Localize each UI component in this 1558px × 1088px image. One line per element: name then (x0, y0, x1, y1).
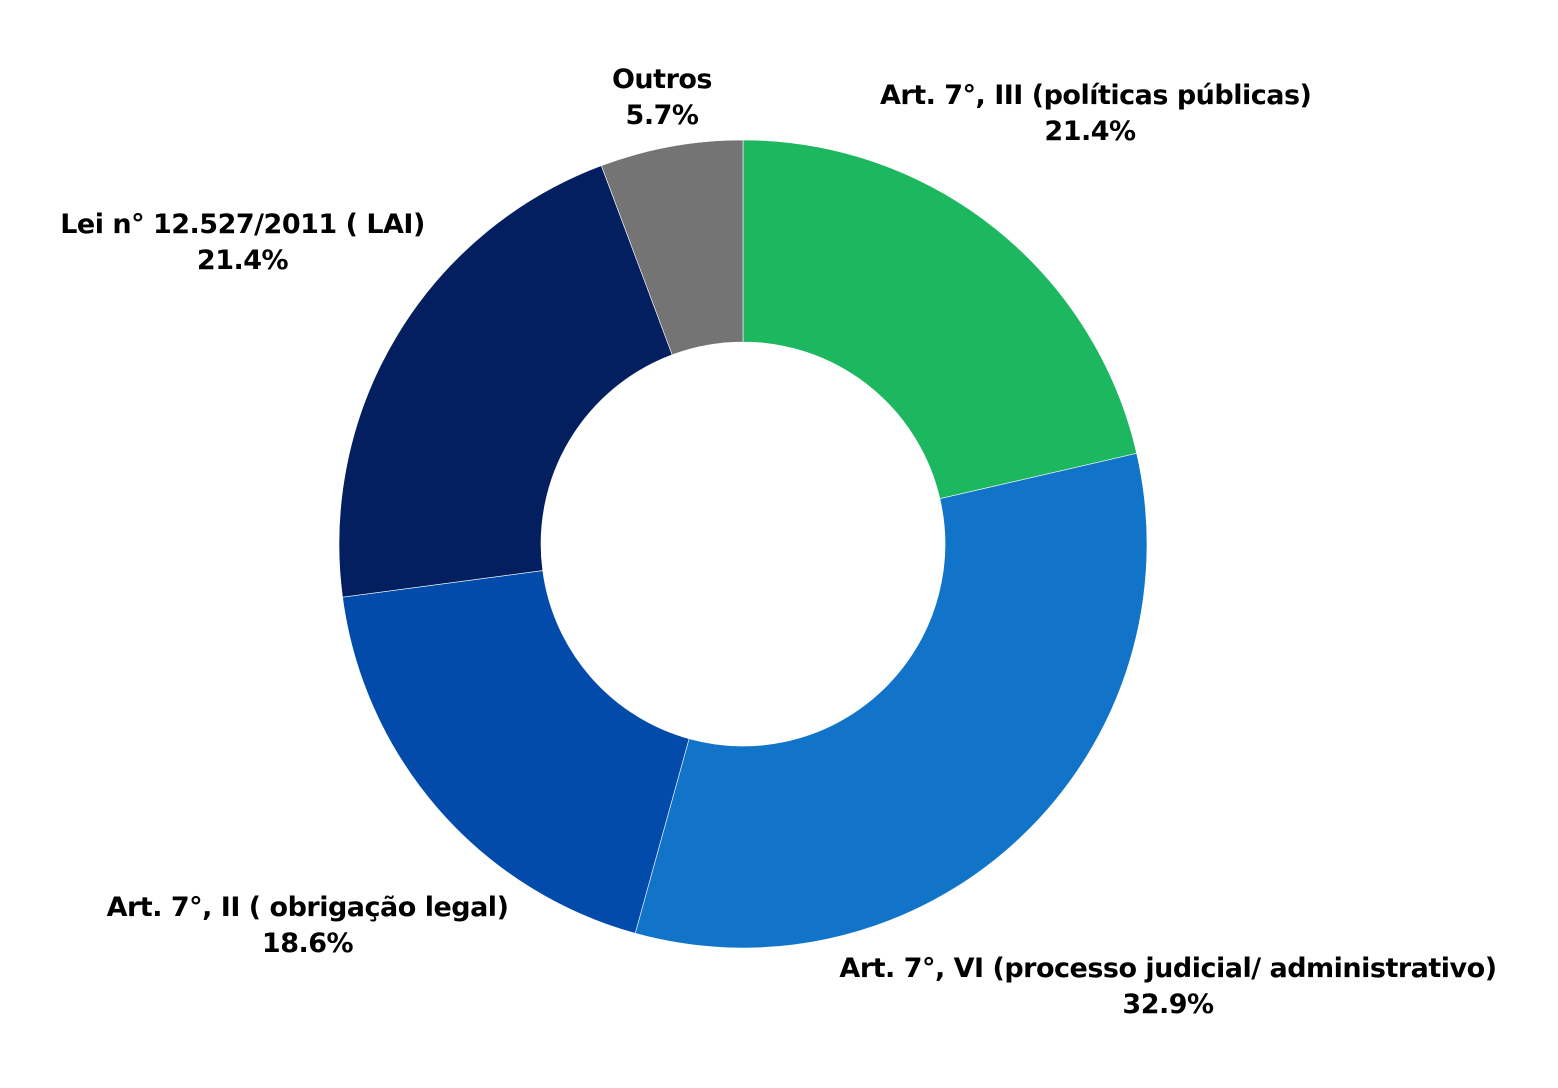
donut-slice-3 (338, 165, 673, 598)
slice-value: 18.6% (261, 928, 354, 959)
donut-slice-4 (600, 139, 744, 356)
slice-value: 21.4% (196, 245, 289, 276)
donut-slice-2 (342, 570, 690, 934)
label-lai: Lei n° 12.527/2011 ( LAI) 21.4% (55, 207, 430, 279)
label-outros: Outros 5.7% (592, 62, 732, 134)
slice-value: 5.7% (625, 100, 699, 131)
slice-label: Art. 7°, II ( obrigação legal) (106, 892, 509, 923)
slice-value: 32.9% (1122, 989, 1214, 1020)
slice-label: Outros (611, 64, 713, 95)
donut-slice-0 (742, 139, 1138, 500)
slice-label: Lei n° 12.527/2011 ( LAI) (60, 209, 425, 240)
label-politicas-publicas: Art. 7°, III (políticas públicas) 21.4% (880, 78, 1312, 150)
slice-label: Art. 7°, III (políticas públicas) (880, 80, 1312, 111)
label-obrigacao-legal: Art. 7°, II ( obrigação legal) 18.6% (100, 890, 515, 962)
donut-slice-1 (634, 453, 1148, 949)
label-processo-judicial: Art. 7°, VI (processo judicial/ administ… (838, 951, 1498, 1023)
slice-value: 21.4% (1044, 116, 1136, 147)
slice-label: Art. 7°, VI (processo judicial/ administ… (839, 953, 1497, 984)
